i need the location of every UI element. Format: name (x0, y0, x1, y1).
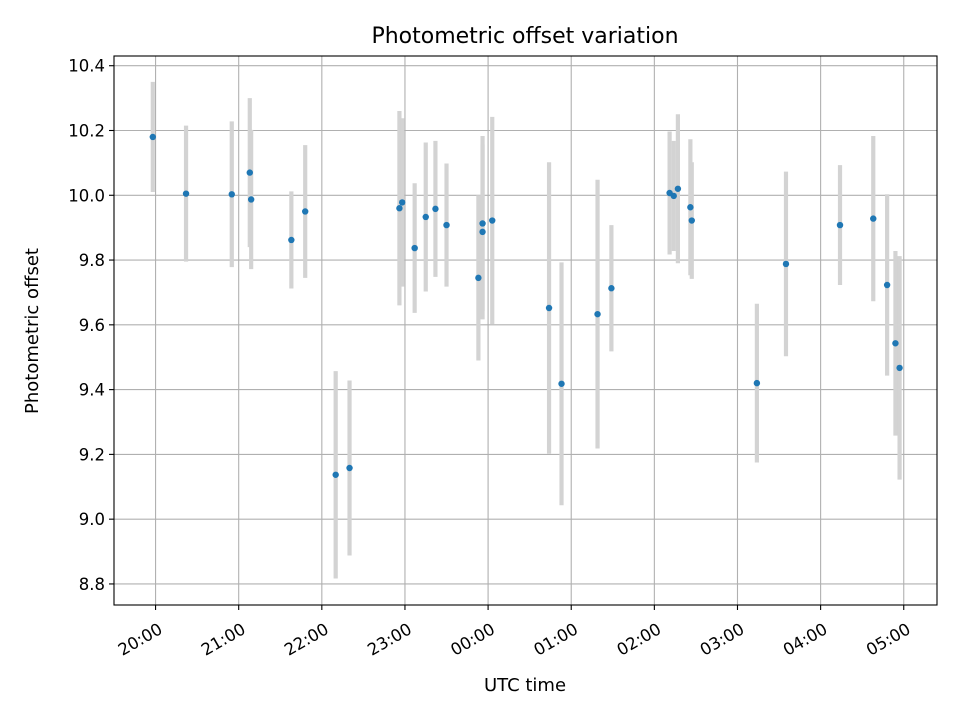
x-tick-label: 03:00 (697, 619, 748, 659)
data-point (302, 208, 309, 215)
data-point (247, 196, 255, 203)
y-tick-label: 9.4 (79, 381, 105, 400)
data-point (608, 285, 615, 292)
data-point (558, 380, 565, 387)
data-point (594, 310, 601, 318)
y-tick-label: 10.0 (68, 186, 105, 205)
y-tick-label: 9.2 (79, 445, 105, 464)
data-point (479, 228, 486, 236)
x-tick-label: 01:00 (531, 619, 582, 659)
data-point (753, 379, 761, 387)
data-point (182, 190, 190, 197)
data-point (288, 236, 295, 244)
data-point (836, 221, 844, 229)
data-point (422, 213, 429, 221)
data-point (443, 221, 450, 229)
plot-frame (113, 55, 938, 606)
data-point (545, 304, 553, 312)
x-tick-label: 04:00 (780, 619, 831, 659)
x-tick-label: 22:00 (281, 619, 332, 659)
grid (114, 56, 937, 605)
y-tick-label: 9.0 (79, 510, 105, 529)
data-point (892, 340, 899, 347)
data-point (228, 191, 235, 198)
data-point (411, 244, 418, 252)
data-point (479, 220, 486, 227)
data-point (246, 169, 253, 176)
y-tick-label: 9.8 (79, 251, 105, 270)
data-point (149, 133, 156, 141)
data-point (688, 217, 695, 224)
data-point (670, 192, 677, 200)
data-point (396, 205, 403, 212)
data-point (475, 274, 482, 282)
data-point (489, 217, 496, 224)
y-tick-label: 10.4 (68, 57, 105, 76)
x-axis-label: UTC time (484, 675, 566, 696)
data-point (332, 471, 339, 478)
x-tick-label: 21:00 (198, 619, 249, 659)
chart-title: Photometric offset variation (371, 24, 678, 49)
x-tick-label: 20:00 (115, 619, 166, 659)
error-bars (150, 81, 902, 579)
data-point (346, 464, 353, 472)
data-point (398, 199, 406, 206)
data-point (870, 215, 877, 222)
y-tick-label: 9.6 (79, 316, 105, 335)
data-point (883, 281, 891, 289)
data-point (432, 205, 439, 213)
data-point (674, 185, 682, 192)
x-tick-label: 23:00 (364, 619, 415, 659)
y-axis-label: Photometric offset (22, 248, 43, 414)
data-points (149, 133, 903, 478)
y-tick-label: 10.2 (68, 121, 105, 140)
data-point (896, 364, 903, 372)
x-tick-label: 00:00 (447, 619, 498, 659)
x-tick-label: 05:00 (863, 619, 914, 659)
x-tick-label: 02:00 (614, 619, 665, 659)
data-point (687, 204, 694, 211)
data-point (782, 260, 790, 268)
y-tick-label: 8.8 (79, 575, 105, 594)
